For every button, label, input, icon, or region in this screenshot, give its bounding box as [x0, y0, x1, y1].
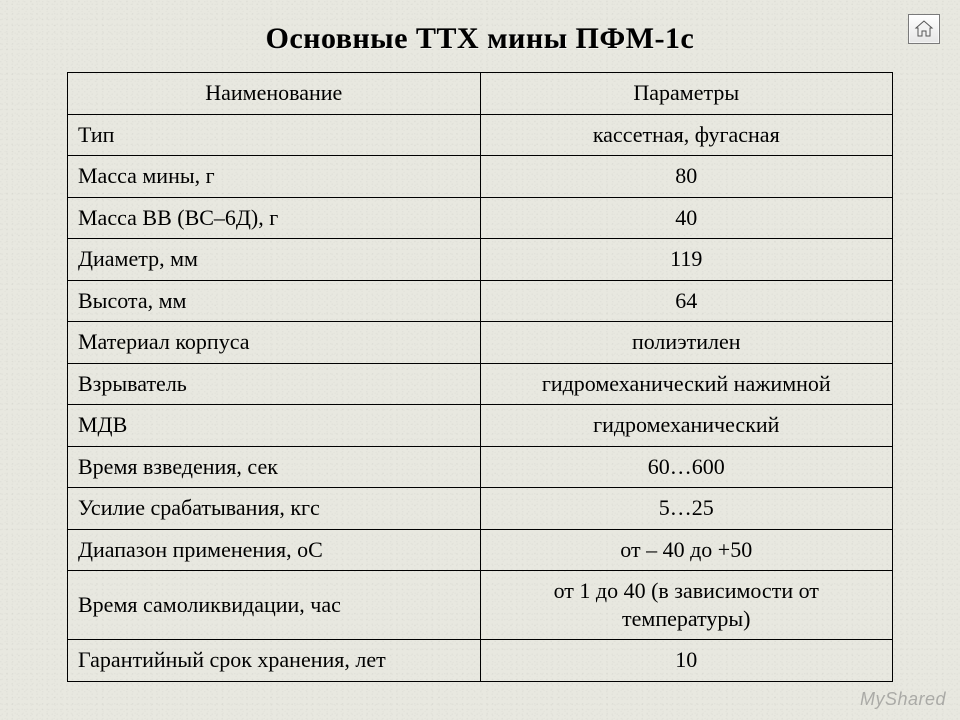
page-title: Основные ТТХ мины ПФМ-1с: [0, 0, 960, 66]
cell-param: гидромеханический нажимной: [480, 363, 893, 405]
table-row: Усилие срабатывания, кгс5…25: [68, 488, 893, 530]
table-row: Диаметр, мм119: [68, 239, 893, 281]
cell-param: 119: [480, 239, 893, 281]
cell-name: Время взведения, сек: [68, 446, 481, 488]
table-row: Гарантийный срок хранения, лет10: [68, 640, 893, 682]
cell-name: Диаметр, мм: [68, 239, 481, 281]
cell-name: Взрыватель: [68, 363, 481, 405]
cell-name: Гарантийный срок хранения, лет: [68, 640, 481, 682]
col-header-param: Параметры: [480, 73, 893, 115]
cell-param: 5…25: [480, 488, 893, 530]
table-row: Время взведения, сек60…600: [68, 446, 893, 488]
cell-param: 40: [480, 197, 893, 239]
table-row: Время самоликвидации, часот 1 до 40 (в з…: [68, 571, 893, 640]
cell-name: Материал корпуса: [68, 322, 481, 364]
cell-name: Время самоликвидации, час: [68, 571, 481, 640]
cell-param: 80: [480, 156, 893, 198]
spec-table: Наименование Параметры Типкассетная, фуг…: [67, 72, 893, 682]
cell-param: 60…600: [480, 446, 893, 488]
cell-name: Усилие срабатывания, кгс: [68, 488, 481, 530]
table-row: Масса мины, г80: [68, 156, 893, 198]
watermark: MyShared: [860, 689, 946, 710]
cell-name: МДВ: [68, 405, 481, 447]
house-icon: [914, 20, 934, 38]
col-header-name: Наименование: [68, 73, 481, 115]
cell-param: полиэтилен: [480, 322, 893, 364]
cell-param: от 1 до 40 (в зависимости от температуры…: [480, 571, 893, 640]
cell-name: Диапазон применения, оС: [68, 529, 481, 571]
table-row: Типкассетная, фугасная: [68, 114, 893, 156]
cell-param: 10: [480, 640, 893, 682]
cell-name: Высота, мм: [68, 280, 481, 322]
table-row: Диапазон применения, оСот – 40 до +50: [68, 529, 893, 571]
cell-param: кассетная, фугасная: [480, 114, 893, 156]
table-row: Высота, мм64: [68, 280, 893, 322]
table-row: МДВгидромеханический: [68, 405, 893, 447]
cell-param: гидромеханический: [480, 405, 893, 447]
table-row: Масса ВВ (ВС–6Д), г40: [68, 197, 893, 239]
cell-param: от – 40 до +50: [480, 529, 893, 571]
cell-name: Тип: [68, 114, 481, 156]
cell-name: Масса ВВ (ВС–6Д), г: [68, 197, 481, 239]
table-header-row: Наименование Параметры: [68, 73, 893, 115]
cell-param: 64: [480, 280, 893, 322]
table-row: Материал корпусаполиэтилен: [68, 322, 893, 364]
home-button[interactable]: [908, 14, 940, 44]
cell-name: Масса мины, г: [68, 156, 481, 198]
table-row: Взрывательгидромеханический нажимной: [68, 363, 893, 405]
